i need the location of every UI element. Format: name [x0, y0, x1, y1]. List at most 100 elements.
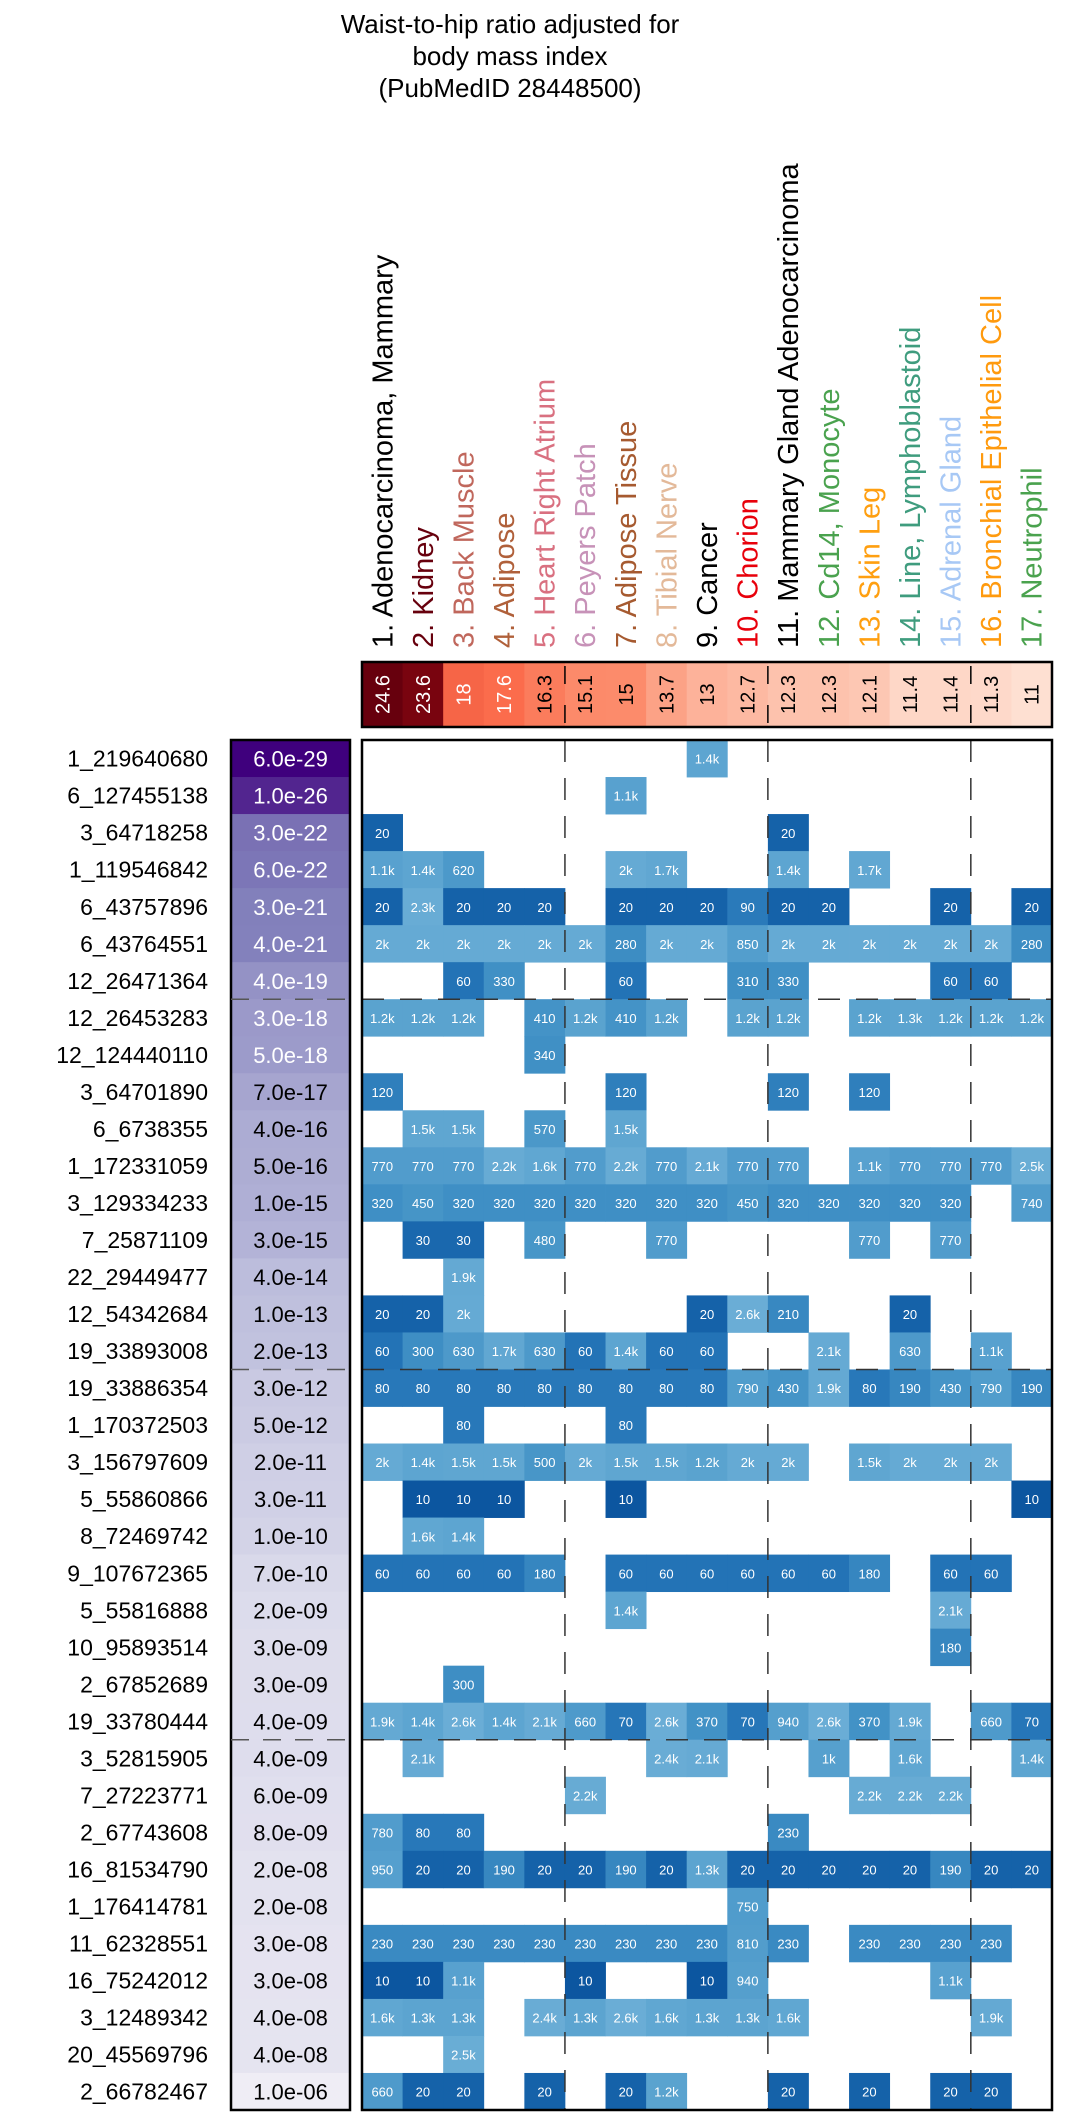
heatmap-cell — [402, 2072, 444, 2111]
cell-value: 770 — [656, 1159, 678, 1174]
heatmap-cell — [402, 1739, 444, 1778]
heatmap-cell — [524, 1554, 566, 1593]
pvalue-label: 6.0e-09 — [253, 1783, 328, 1808]
heatmap-cell — [564, 999, 606, 1037]
heatmap-cell — [402, 1332, 444, 1370]
heatmap-cell — [362, 1924, 403, 1963]
heatmap-cell — [849, 1221, 891, 1259]
row-label: 12_26471364 — [67, 968, 208, 994]
heatmap-cell — [727, 1702, 769, 1741]
cell-value: 1.5k — [451, 1455, 476, 1470]
heatmap-cell — [605, 1184, 647, 1222]
cell-value: 80 — [862, 1381, 876, 1396]
heatmap-cell — [970, 1702, 1012, 1741]
cell-value: 320 — [615, 1196, 637, 1211]
cell-value: 770 — [412, 1159, 434, 1174]
pvalue-label: 2.0e-08 — [253, 1894, 328, 1919]
cell-value: 500 — [534, 1455, 556, 1470]
heatmap-cell — [362, 888, 403, 926]
heatmap-cell — [686, 1147, 728, 1185]
pvalue-cell — [231, 1961, 350, 2000]
cell-value: 320 — [453, 1196, 475, 1211]
cell-value: 2.1k — [938, 1603, 963, 1618]
heatmap-cell — [849, 1147, 891, 1185]
heatmap-cell — [889, 1739, 931, 1778]
row-label: 19_33886354 — [67, 1375, 208, 1401]
cell-value: 230 — [574, 1937, 596, 1952]
pvalue-cell — [231, 1702, 350, 1741]
cell-value: 20 — [375, 1307, 389, 1322]
score-cell — [443, 662, 485, 727]
cell-value: 20 — [700, 900, 714, 915]
heatmap-cell — [646, 888, 688, 926]
cell-value: 20 — [740, 1863, 754, 1878]
score-label: 24.6 — [372, 675, 394, 714]
heatmap-cell — [930, 1221, 972, 1259]
row-label: 3_156797609 — [67, 1449, 208, 1475]
heatmap-cell — [767, 1813, 809, 1852]
heatmap-cell — [849, 1184, 891, 1222]
cell-value: 230 — [859, 1937, 881, 1952]
cell-value: 430 — [940, 1381, 962, 1396]
pvalue-cell — [231, 925, 350, 963]
heatmap-cell — [930, 1554, 972, 1593]
pvalue-cell — [231, 1628, 350, 1667]
cell-value: 20 — [822, 1863, 836, 1878]
cell-value: 2k — [660, 937, 674, 952]
score-cell — [686, 662, 728, 727]
cell-value: 20 — [659, 1863, 673, 1878]
row-label: 1_170372503 — [67, 1412, 208, 1438]
heatmap-cell — [727, 1961, 769, 2000]
cell-value: 330 — [777, 974, 799, 989]
pvalue-cell — [231, 1517, 350, 1556]
cell-value: 10 — [619, 1492, 633, 1507]
heatmap-cell — [483, 925, 525, 963]
cell-value: 310 — [737, 974, 759, 989]
pvalue-cell — [231, 1184, 350, 1222]
cell-value: 1k — [822, 1751, 836, 1766]
score-cell — [605, 662, 647, 727]
heatmap-cell — [849, 1369, 891, 1407]
cell-value: 1.5k — [451, 1122, 476, 1137]
cell-value: 2k — [700, 937, 714, 952]
score-bar-border — [360, 660, 1054, 729]
cell-value: 940 — [737, 1974, 759, 1989]
cell-value: 30 — [416, 1233, 430, 1248]
heatmap-cell — [362, 1961, 403, 2000]
cell-value: 1.6k — [370, 2011, 395, 2026]
cell-value: 60 — [619, 974, 633, 989]
heatmap-cell — [646, 1443, 688, 1481]
heatmap-cell — [483, 1850, 525, 1889]
cell-value: 1.3k — [573, 2011, 598, 2026]
heatmap-cell — [362, 851, 403, 889]
cell-value: 2k — [538, 937, 552, 952]
pvalue-cell — [231, 1554, 350, 1593]
cell-value: 1.9k — [816, 1381, 841, 1396]
score-cell — [970, 662, 1012, 727]
cell-value: 20 — [984, 1863, 998, 1878]
cell-value: 1.4k — [411, 1455, 436, 1470]
heatmap-cell — [970, 962, 1012, 1000]
cell-value: 2k — [375, 1455, 389, 1470]
pvalue-cell — [231, 1258, 350, 1296]
heatmap-cell — [767, 1924, 809, 1963]
cell-value: 1.2k — [938, 1011, 963, 1026]
pvalue-label: 4.0e-09 — [253, 1709, 328, 1734]
pvalue-label: 2.0e-13 — [253, 1339, 328, 1364]
heatmap-cell — [727, 1924, 769, 1963]
cell-value: 120 — [615, 1085, 637, 1100]
heatmap-cell — [686, 1739, 728, 1778]
cell-value: 2.4k — [654, 1751, 679, 1766]
heatmap-cell — [808, 1184, 850, 1222]
cell-value: 2.1k — [695, 1751, 720, 1766]
cell-value: 790 — [737, 1381, 759, 1396]
cell-value: 60 — [984, 974, 998, 989]
pvalue-label: 1.0e-26 — [253, 784, 328, 809]
cell-value: 80 — [700, 1381, 714, 1396]
cell-value: 2.1k — [695, 1159, 720, 1174]
cell-value: 480 — [534, 1233, 556, 1248]
cell-value: 20 — [781, 2085, 795, 2100]
heatmap-cell — [402, 1480, 444, 1518]
heatmap-cell — [727, 888, 769, 926]
cell-value: 60 — [375, 1344, 389, 1359]
